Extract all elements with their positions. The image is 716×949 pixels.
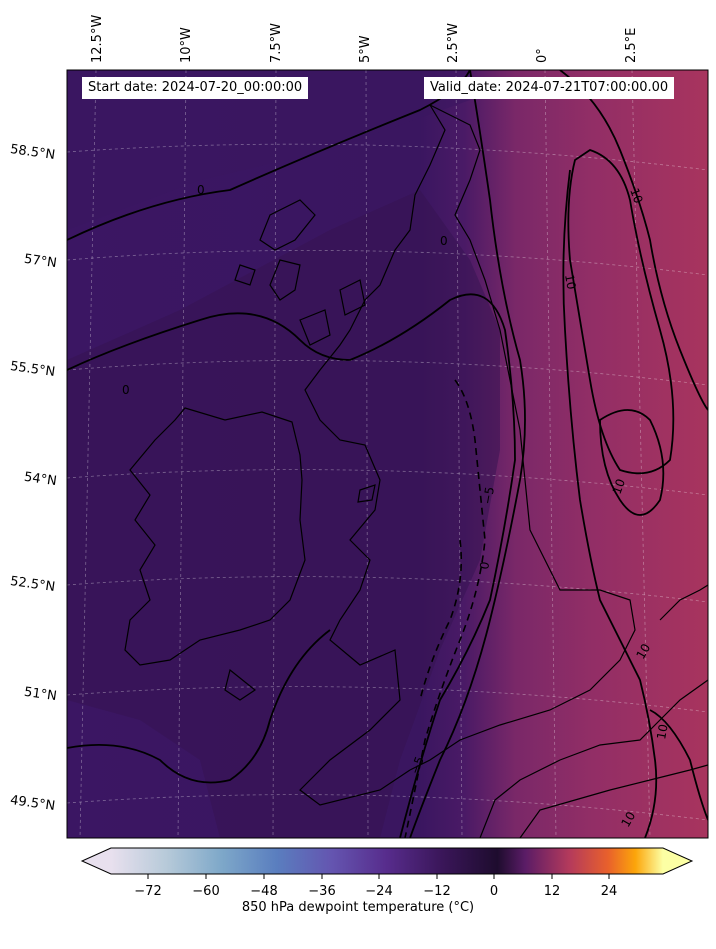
contour-label: 0	[440, 234, 448, 248]
colorbar-extend-high	[663, 848, 692, 874]
colorbar-outline	[80, 847, 694, 875]
contour-label: 10	[562, 273, 578, 290]
colorbar-tick-label: −60	[192, 884, 220, 899]
colorbar-ticks	[147, 874, 610, 879]
dewpoint-north-band	[67, 70, 470, 230]
map-frame	[66, 69, 709, 839]
lon-tick-label: 7.5°W	[269, 22, 284, 63]
dewpoint-dry-zone	[67, 190, 500, 838]
colorbar-title: 850 hPa dewpoint temperature (°C)	[241, 900, 475, 915]
contour-label: 0	[197, 183, 205, 197]
lon-tick-label: 5°W	[358, 35, 373, 63]
lon-tick-label: 12.5°W	[90, 14, 105, 63]
colorbar-tick-label: 0	[489, 884, 499, 899]
graticule	[67, 70, 708, 838]
contour-label: 10	[633, 641, 653, 661]
lon-tick-label: 0°	[535, 48, 550, 63]
coastlines	[124, 104, 708, 838]
colorbar-body	[111, 848, 663, 874]
contour-label: 10	[654, 723, 670, 740]
contour-label: 10	[618, 809, 638, 829]
contour-label: −5	[408, 755, 427, 776]
contour-label: 10	[610, 477, 628, 496]
colorbar-tick-label: −12	[423, 884, 451, 899]
colorbar-tick-label: 12	[543, 884, 561, 899]
colorbar-tick-label: 24	[600, 884, 618, 899]
colorbar-tick-label: −24	[365, 884, 393, 899]
contour-label: −5	[480, 486, 497, 506]
valid-date-label: Valid_date: 2024-07-21T07:00:00.00	[424, 77, 675, 99]
colorbar	[80, 847, 694, 879]
lon-tick-label: 2.5°E	[624, 27, 639, 63]
colorbar-tick-label: −72	[134, 884, 162, 899]
start-date-label: Start date: 2024-07-20_00:00:00	[82, 77, 309, 99]
lon-tick-label: 2.5°W	[446, 22, 461, 63]
contour-label: 0	[122, 383, 130, 397]
lon-tick-label: 10°W	[179, 27, 194, 63]
map-area: 0 0 0 10 10 10 10 10 10 −5 −5 0	[67, 70, 708, 838]
colorbar-extend-low	[82, 848, 111, 874]
colorbar-tick-label: −36	[308, 884, 336, 899]
contour-label: 0	[477, 561, 492, 571]
contour-lines-negative	[404, 379, 486, 838]
contour-label: 10	[627, 186, 645, 205]
contour-label-group: 0 0 0 10 10 10 10 10 10 −5 −5 0	[122, 183, 671, 830]
colorbar-tick-label: −48	[250, 884, 278, 899]
